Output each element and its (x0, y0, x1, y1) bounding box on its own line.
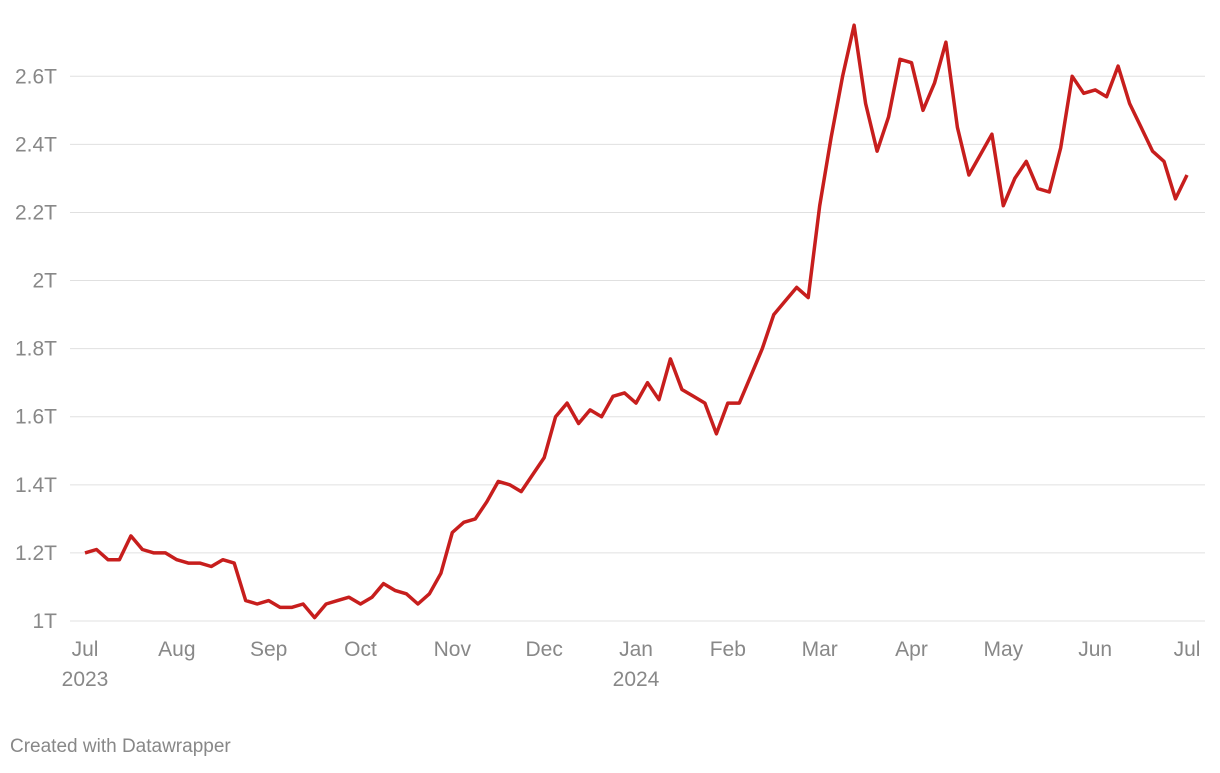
x-tick-label: Apr (895, 638, 928, 661)
x-tick-label: Jul (72, 638, 99, 661)
x-tick-label: Dec (525, 638, 562, 661)
x-tick-year: 2024 (613, 668, 660, 691)
x-tick-label: Oct (344, 638, 377, 661)
x-tick-label: Aug (158, 638, 195, 661)
x-tick-label: Jun (1078, 638, 1112, 661)
y-tick-label: 1.4T (15, 474, 57, 497)
x-tick-label: Jan (619, 638, 653, 661)
x-tick-label: Nov (434, 638, 472, 661)
x-tick-label: Sep (250, 638, 287, 661)
y-tick-label: 2.2T (15, 201, 57, 224)
y-tick-label: 1.2T (15, 542, 57, 565)
x-tick-label: Feb (710, 638, 746, 661)
x-tick-label: Mar (802, 638, 838, 661)
x-tick-label: Jul (1174, 638, 1201, 661)
x-tick-year: 2023 (62, 668, 109, 691)
line-series (84, 23, 1189, 620)
x-tick-label: May (983, 638, 1023, 661)
y-tick-label: 2.4T (15, 133, 57, 156)
y-tick-label: 1.8T (15, 338, 57, 361)
y-tick-label: 2T (32, 270, 57, 293)
y-tick-label: 1T (32, 610, 57, 633)
y-tick-label: 1.6T (15, 406, 57, 429)
y-tick-label: 2.6T (15, 65, 57, 88)
source-note: Created with Datawrapper (10, 736, 231, 757)
